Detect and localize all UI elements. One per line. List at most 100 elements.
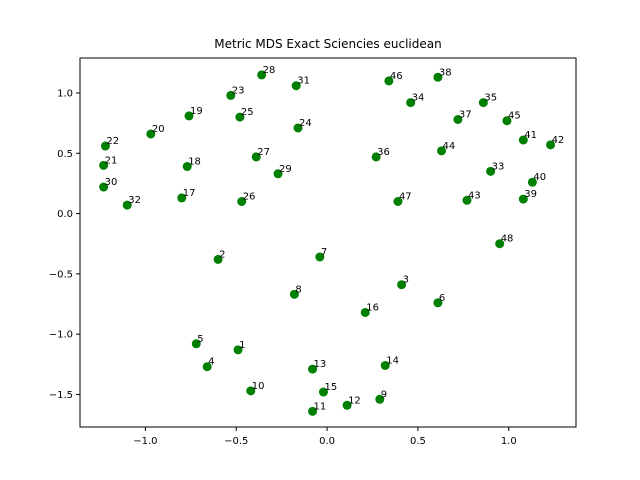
point-label: 36: [377, 147, 390, 158]
data-point: [182, 162, 192, 172]
data-point: [251, 152, 261, 162]
point-label: 42: [552, 135, 565, 146]
point-label: 1: [239, 340, 245, 351]
data-point: [518, 135, 528, 145]
point-label: 26: [243, 192, 256, 203]
data-point: [213, 254, 223, 264]
data-point: [273, 169, 283, 179]
point-label: 20: [152, 124, 165, 135]
point-label: 35: [484, 93, 497, 104]
data-point: [371, 152, 381, 162]
point-label: 4: [208, 357, 214, 368]
data-point: [315, 252, 325, 262]
point-label: 44: [443, 141, 456, 152]
data-point: [100, 141, 110, 151]
data-point: [495, 239, 505, 249]
data-point: [546, 140, 556, 150]
point-label: 19: [190, 106, 203, 117]
point-label: 17: [183, 188, 196, 199]
y-tick-label: −0.5: [49, 269, 73, 280]
point-label: 11: [314, 401, 327, 412]
data-point: [433, 298, 443, 308]
data-point: [318, 387, 328, 397]
point-label: 47: [399, 192, 412, 203]
point-label: 24: [299, 118, 312, 129]
point-label: 34: [412, 93, 425, 104]
point-label: 3: [403, 275, 409, 286]
point-label: 9: [381, 389, 387, 400]
point-label: 32: [128, 195, 141, 206]
data-point: [177, 193, 187, 203]
data-point: [527, 177, 537, 187]
data-point: [293, 123, 303, 133]
data-point: [393, 197, 403, 206]
x-tick-label: 0.0: [319, 436, 335, 447]
point-label: 18: [188, 157, 201, 168]
data-point: [375, 394, 385, 404]
data-points: [99, 70, 556, 416]
data-point: [453, 115, 463, 124]
data-point: [184, 111, 194, 121]
point-label: 39: [524, 189, 537, 200]
y-tick-label: 0.5: [57, 149, 73, 160]
data-point: [308, 364, 318, 374]
y-tick-label: −1.0: [49, 330, 73, 341]
y-tick-label: −1.5: [49, 390, 73, 401]
y-tick-label: 0.0: [57, 209, 73, 220]
axis-ticks: −1.0 −0.5 0.0 0.5 1.0 −1.5 −1.0 −0.5 0.0 0.5 1.0: [49, 88, 517, 447]
x-tick-label: −1.0: [133, 436, 157, 447]
data-point: [202, 362, 212, 372]
point-label: 2: [219, 249, 225, 260]
data-point: [257, 70, 267, 80]
point-label: 40: [533, 172, 546, 183]
point-label: 8: [295, 284, 301, 295]
data-point: [237, 197, 247, 206]
point-label: 25: [241, 107, 254, 118]
data-point: [502, 116, 512, 126]
data-point: [226, 90, 236, 100]
data-point: [146, 129, 156, 139]
point-label: 23: [232, 85, 245, 96]
data-point: [246, 386, 256, 396]
data-point: [289, 289, 299, 299]
data-point: [99, 182, 109, 192]
data-point: [308, 406, 318, 416]
data-point: [478, 98, 488, 108]
point-label: 37: [459, 110, 472, 121]
point-label: 33: [492, 161, 505, 172]
point-label: 38: [439, 67, 452, 78]
data-point: [518, 194, 528, 204]
point-label: 16: [366, 302, 379, 313]
point-label: 43: [468, 190, 481, 201]
data-point: [235, 112, 245, 122]
data-point: [406, 98, 416, 108]
point-label: 6: [439, 293, 445, 304]
point-label: 29: [279, 164, 292, 175]
point-label: 5: [197, 334, 203, 345]
point-label: 28: [263, 65, 276, 76]
point-label: 10: [252, 381, 265, 392]
data-point: [191, 339, 201, 349]
data-point: [462, 195, 472, 205]
point-label: 30: [105, 177, 118, 188]
point-label: 21: [105, 155, 118, 166]
data-point: [486, 166, 496, 176]
point-label: 12: [348, 395, 361, 406]
data-point: [291, 81, 301, 91]
data-point: [122, 200, 132, 210]
point-label: 15: [324, 382, 337, 393]
point-label: 27: [257, 147, 270, 158]
point-label: 48: [501, 234, 514, 245]
point-label: 31: [297, 76, 310, 87]
point-label: 45: [508, 111, 521, 122]
point-label: 41: [524, 130, 537, 141]
x-tick-label: −0.5: [224, 436, 248, 447]
point-label: 46: [390, 71, 403, 82]
x-tick-label: 0.5: [410, 436, 426, 447]
data-point: [384, 76, 394, 86]
data-point: [360, 307, 370, 317]
plot-frame: [79, 57, 577, 428]
